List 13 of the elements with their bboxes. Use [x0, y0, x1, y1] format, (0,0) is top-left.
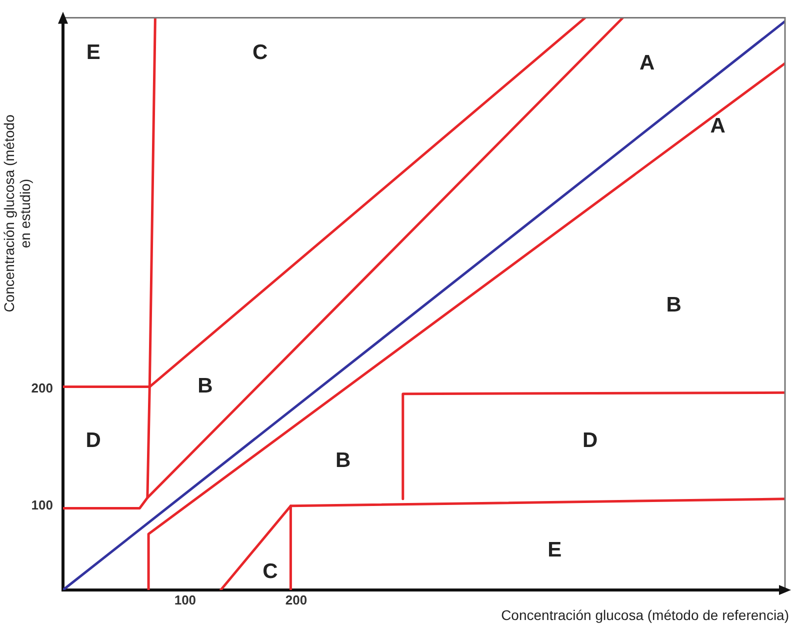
annotation: D — [86, 429, 101, 452]
annotation: C — [262, 560, 278, 584]
annotation: E — [548, 538, 562, 562]
y-axis-title: Concentración glucosa (método en estudio) — [0, 114, 33, 312]
annotation: C — [252, 41, 268, 64]
annotation: B — [198, 374, 213, 398]
annotation: B — [336, 449, 351, 472]
annotation: B — [666, 293, 682, 316]
annotation: A — [640, 51, 655, 74]
x-axis-title: Concentración glucosa (método de referencia) — [501, 607, 789, 623]
annotation: D — [582, 429, 598, 452]
annotation: E — [86, 41, 100, 64]
annotation: A — [710, 114, 726, 138]
